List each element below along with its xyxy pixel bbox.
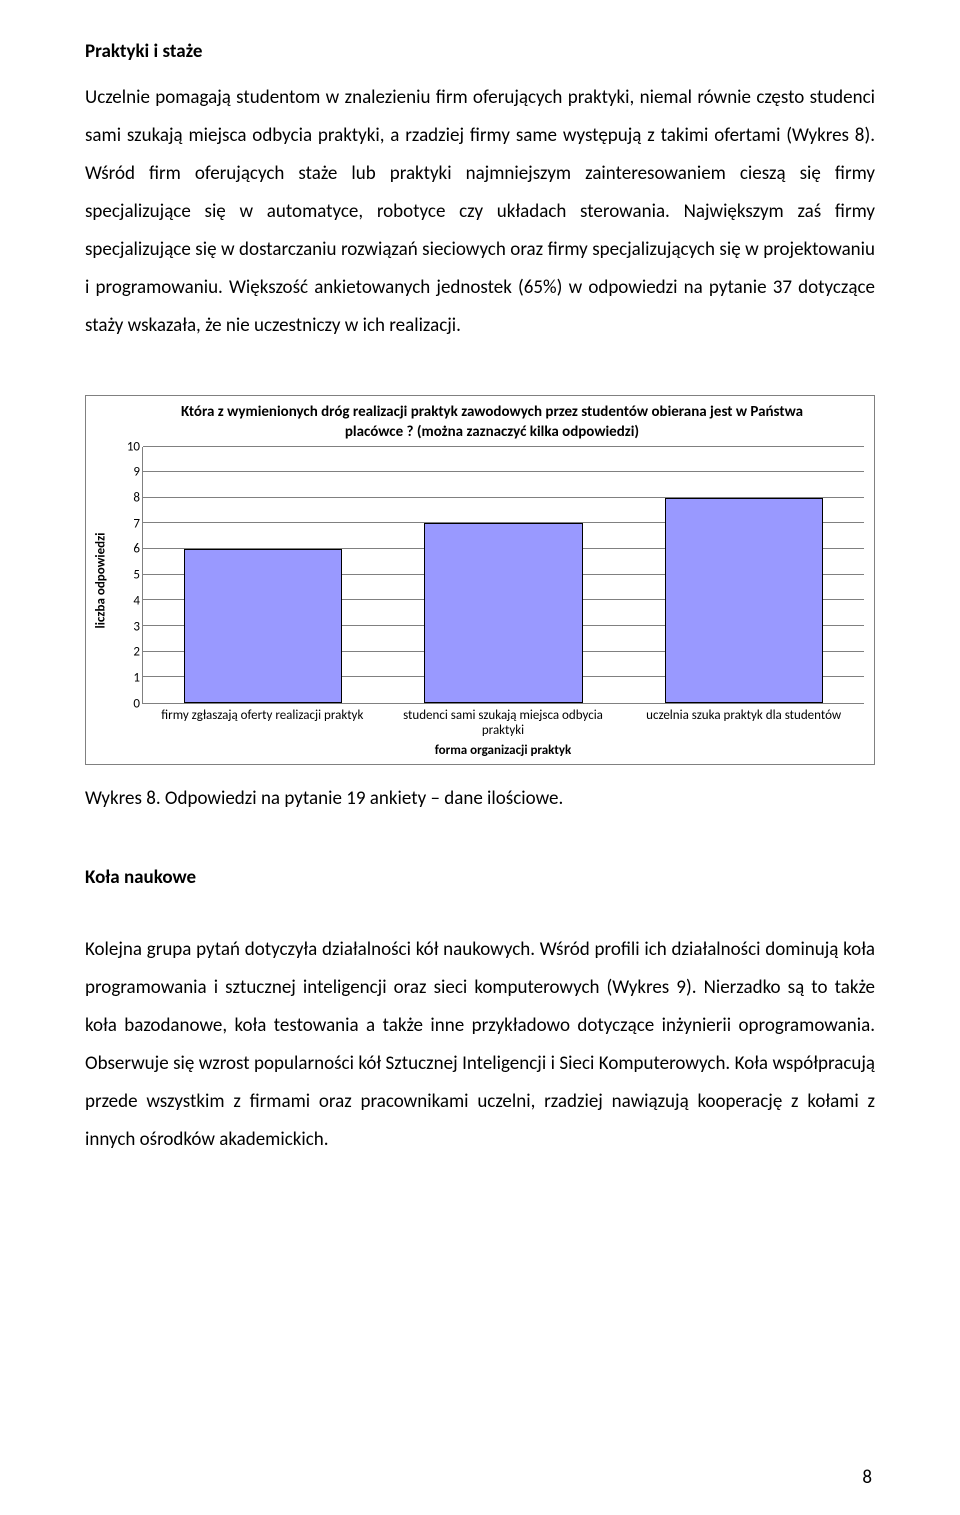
bar bbox=[424, 523, 583, 702]
bar-slot bbox=[143, 447, 383, 703]
y-tick-column: 012345678910 bbox=[120, 447, 142, 759]
plot-column: firmy zgłaszają oferty realizacji prakty… bbox=[142, 447, 864, 759]
y-tick-label: 3 bbox=[133, 619, 140, 634]
x-category-label: studenci sami szukają miejsca odbycia pr… bbox=[383, 708, 624, 739]
section1-heading: Praktyki i staże bbox=[85, 40, 875, 63]
gridline bbox=[143, 446, 864, 447]
bar bbox=[184, 549, 343, 703]
chart-main: Która z wymienionych dróg realizacji pra… bbox=[116, 396, 874, 764]
y-tick-label: 6 bbox=[133, 542, 140, 557]
bar bbox=[665, 498, 824, 703]
bar-slot bbox=[624, 447, 864, 703]
x-category-label: firmy zgłaszają oferty realizacji prakty… bbox=[142, 708, 383, 739]
section2-heading: Koła naukowe bbox=[85, 866, 875, 889]
chart-caption: Wykres 8. Odpowiedzi na pytanie 19 ankie… bbox=[85, 787, 875, 810]
y-tick-label: 5 bbox=[133, 568, 140, 583]
x-axis-label: forma organizacji praktyk bbox=[142, 739, 864, 758]
bar-chart: liczba odpowiedzi Która z wymienionych d… bbox=[85, 395, 875, 765]
x-category-label: uczelnia szuka praktyk dla studentów bbox=[623, 708, 864, 739]
bar-slot bbox=[383, 447, 623, 703]
section2-paragraph: Kolejna grupa pytań dotyczyła działalnoś… bbox=[85, 931, 875, 1159]
chart-body: 012345678910 firmy zgłaszają oferty real… bbox=[120, 447, 864, 759]
plot-area bbox=[142, 447, 864, 704]
y-tick-label: 0 bbox=[133, 696, 140, 711]
chart-title: Która z wymienionych dróg realizacji pra… bbox=[120, 402, 864, 443]
section1-paragraph: Uczelnie pomagają studentom w znalezieni… bbox=[85, 79, 875, 345]
y-axis-label-col: liczba odpowiedzi bbox=[86, 396, 116, 764]
y-tick-label: 10 bbox=[127, 439, 140, 454]
y-tick-label: 4 bbox=[133, 593, 140, 608]
y-tick-label: 7 bbox=[133, 516, 140, 531]
y-tick-label: 1 bbox=[133, 671, 140, 686]
y-tick-label: 8 bbox=[133, 490, 140, 505]
y-tick-label: 9 bbox=[133, 465, 140, 480]
gridline bbox=[143, 471, 864, 472]
x-category-row: firmy zgłaszają oferty realizacji prakty… bbox=[142, 704, 864, 739]
y-axis-label: liczba odpowiedzi bbox=[94, 532, 109, 628]
document-page: Praktyki i staże Uczelnie pomagają stude… bbox=[0, 0, 960, 1515]
page-number: 8 bbox=[862, 1466, 872, 1489]
y-tick-label: 2 bbox=[133, 645, 140, 660]
